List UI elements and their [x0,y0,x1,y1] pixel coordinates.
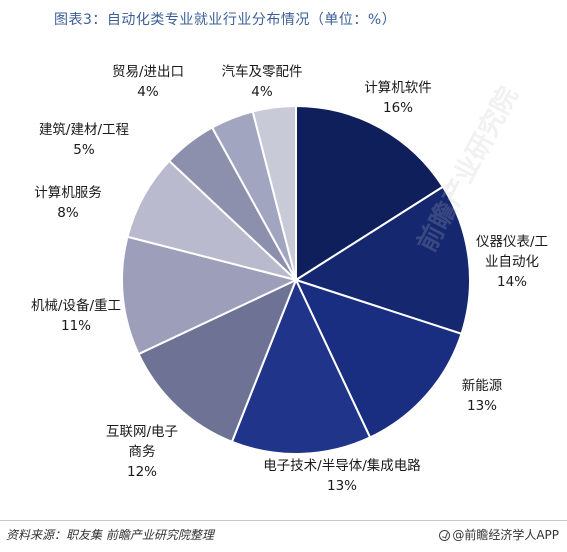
brand-text: @前瞻经济学人APP [452,528,559,542]
slice-value-label: 16% [383,100,413,116]
slice-value-label: 4% [137,84,159,100]
slice-category-label: 互联网/电子 [106,424,178,440]
pie-slice [294,278,463,439]
slice-category-label: 计算机软件 [364,80,432,96]
slice-category-label: 电子技术/半导体/集成电路 [263,458,421,474]
slice-value-label: 13% [467,398,497,414]
pie-slice [230,277,372,455]
slice-category-label: 计算机服务 [34,185,102,201]
pie-slice [137,278,298,444]
slice-value-label: 5% [73,142,95,158]
footer-divider [0,520,567,521]
slice-category-label: 机械/设备/重工 [31,297,121,314]
slice-value-label: 13% [327,478,357,494]
slice-value-label: 14% [497,274,527,290]
brand-icon [439,530,451,541]
pie-slice [251,104,297,281]
slice-category-label: 仪器仪表/工 [476,234,548,250]
pie-slice [295,104,445,282]
brand-credit: @前瞻经济学人APP [439,526,559,543]
slice-category-label: 汽车及零配件 [222,63,303,80]
slice-category-label: 贸易/进出口 [112,64,184,80]
slice-category-label: 业自动化 [485,254,539,270]
slice-category-label: 商务 [129,444,156,460]
slice-value-label: 8% [57,205,79,221]
source-note: 资料来源：职友集 前瞻产业研究院整理 [6,528,214,542]
slice-category-label: 建筑/建材/工程 [39,122,129,138]
slice-category-label: 新能源 [462,378,503,394]
pie-slice [121,235,299,356]
slice-value-label: 11% [61,318,91,334]
slice-value-label: 4% [251,84,273,100]
chart-title: 图表3：自动化类专业就业行业分布情况（单位：%） [54,12,397,28]
slice-value-label: 12% [127,464,157,480]
pie-slice [293,185,471,336]
